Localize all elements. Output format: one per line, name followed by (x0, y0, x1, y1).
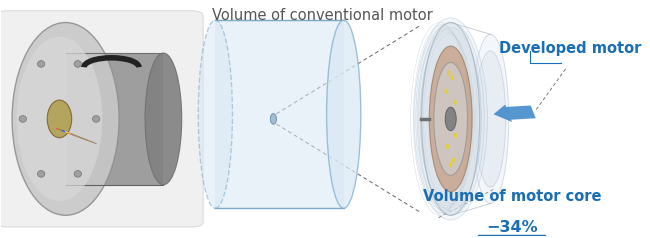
Ellipse shape (38, 171, 45, 177)
Ellipse shape (420, 27, 481, 211)
Ellipse shape (434, 63, 467, 175)
Text: Developed motor: Developed motor (499, 41, 641, 56)
FancyBboxPatch shape (0, 11, 203, 227)
Ellipse shape (19, 116, 27, 122)
Ellipse shape (12, 23, 119, 215)
Ellipse shape (453, 100, 457, 105)
Ellipse shape (417, 23, 484, 215)
Ellipse shape (445, 144, 449, 149)
Ellipse shape (445, 107, 456, 131)
Ellipse shape (74, 61, 81, 67)
Text: Volume of motor core: Volume of motor core (422, 189, 601, 204)
Ellipse shape (422, 23, 480, 215)
Ellipse shape (74, 171, 81, 177)
Ellipse shape (17, 37, 102, 201)
Ellipse shape (475, 51, 506, 187)
Bar (215, 20, 344, 208)
Ellipse shape (454, 133, 458, 138)
Ellipse shape (472, 34, 509, 203)
Ellipse shape (450, 75, 454, 80)
Ellipse shape (445, 89, 448, 94)
Text: −34%: −34% (486, 219, 538, 234)
Text: Volume of conventional motor: Volume of conventional motor (212, 8, 433, 23)
Ellipse shape (270, 114, 276, 124)
FancyArrow shape (493, 105, 536, 122)
Ellipse shape (452, 158, 456, 163)
Ellipse shape (448, 162, 452, 167)
Ellipse shape (198, 20, 233, 208)
Ellipse shape (92, 116, 100, 122)
Bar (66, 53, 163, 185)
Ellipse shape (145, 53, 182, 185)
Ellipse shape (447, 70, 450, 76)
Ellipse shape (38, 61, 45, 67)
Ellipse shape (47, 100, 72, 138)
Ellipse shape (414, 18, 488, 220)
Ellipse shape (326, 20, 361, 208)
Ellipse shape (429, 46, 472, 192)
